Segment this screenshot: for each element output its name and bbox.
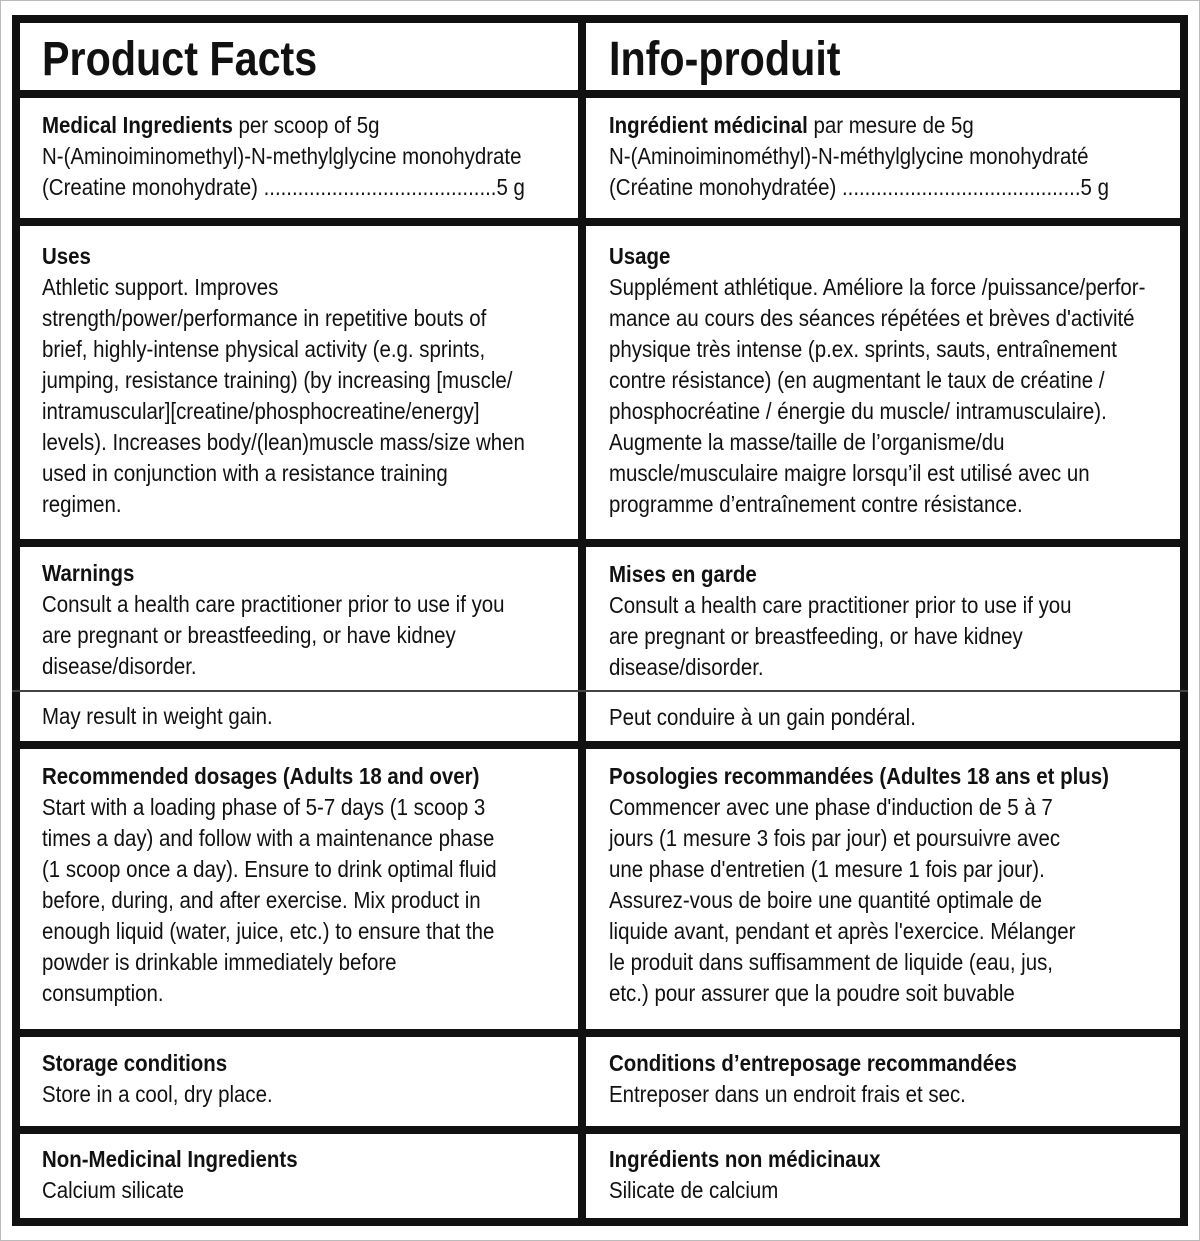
title-french: Info-produit	[609, 33, 841, 86]
heading: Ingrédient médicinal	[609, 112, 808, 138]
row-divider	[12, 90, 1188, 98]
medical-ingredients-en: Medical Ingredients per scoop of 5g N-(A…	[42, 110, 599, 203]
weight-warning-en: May result in weight gain.	[42, 703, 273, 729]
serving: per scoop of 5g	[232, 112, 380, 138]
heading: Storage conditions	[42, 1050, 228, 1076]
row-divider	[12, 539, 1188, 547]
warnings-en: Warnings Consult a health care practition…	[42, 558, 599, 682]
row-divider	[12, 218, 1188, 226]
uses-en: Uses Athletic support. Improves strength/…	[42, 241, 599, 520]
body: Calcium silicate	[42, 1177, 185, 1203]
nonmedicinal-fr: Ingrédients non médicinaux Silicate de ca…	[609, 1144, 1166, 1206]
heading: Posologies recommandées (Adultes 18 ans …	[609, 763, 1109, 789]
storage-en: Storage conditions Store in a cool, dry p…	[42, 1048, 599, 1110]
heading: Conditions d’entreposage recommandées	[609, 1050, 1017, 1076]
row-divider	[12, 741, 1188, 749]
column-divider	[578, 15, 586, 1226]
row-divider-thin	[12, 690, 1188, 692]
body: Consult a health care practitioner prior…	[42, 591, 505, 679]
heading: Non-Medicinal Ingredients	[42, 1146, 298, 1172]
body: Silicate de calcium	[609, 1177, 779, 1203]
border-top	[12, 15, 1188, 23]
row-divider	[12, 1029, 1188, 1037]
dosages-en: Recommended dosages (Adults 18 and over)…	[42, 761, 599, 1009]
nonmedicinal-en: Non-Medicinal Ingredients Calcium silicat…	[42, 1144, 599, 1206]
body: Entreposer dans un endroit frais et sec.	[609, 1081, 966, 1107]
warnings-fr: Mises en garde Consult a health care prac…	[609, 559, 1166, 683]
body: Consult a health care practitioner prior…	[609, 592, 1072, 680]
heading: Usage	[609, 243, 671, 269]
serving: par mesure de 5g	[807, 112, 974, 138]
storage-fr: Conditions d’entreposage recommandées Ent…	[609, 1048, 1166, 1110]
title-english: Product Facts	[42, 33, 318, 86]
heading: Mises en garde	[609, 561, 757, 587]
row-divider	[12, 1126, 1188, 1134]
body: Commencer avec une phase d'induction de …	[609, 794, 1076, 1006]
heading: Uses	[42, 243, 91, 269]
ingredient-text: N-(Aminoiminomethyl)-N-methylglycine mon…	[42, 143, 525, 200]
ingredient-text: N-(Aminoiminométhyl)-N-méthylglycine mon…	[609, 143, 1109, 200]
heading: Medical Ingredients	[42, 112, 233, 138]
weight-warning-fr: Peut conduire à un gain pondéral.	[609, 704, 916, 730]
body: Supplément athlétique. Améliore la force…	[609, 274, 1146, 517]
uses-fr: Usage Supplément athlétique. Améliore la …	[609, 241, 1166, 520]
dosages-fr: Posologies recommandées (Adultes 18 ans …	[609, 761, 1166, 1009]
border-left	[12, 15, 20, 1226]
heading: Warnings	[42, 560, 135, 586]
border-bottom	[12, 1218, 1188, 1226]
body: Athletic support. Improves strength/powe…	[42, 274, 525, 517]
heading: Recommended dosages (Adults 18 and over)	[42, 763, 480, 789]
border-right	[1180, 15, 1188, 1226]
body: Start with a loading phase of 5-7 days (…	[42, 794, 497, 1006]
medical-ingredients-fr: Ingrédient médicinal par mesure de 5g N-…	[609, 110, 1166, 203]
heading: Ingrédients non médicinaux	[609, 1146, 881, 1172]
body: Store in a cool, dry place.	[42, 1081, 273, 1107]
